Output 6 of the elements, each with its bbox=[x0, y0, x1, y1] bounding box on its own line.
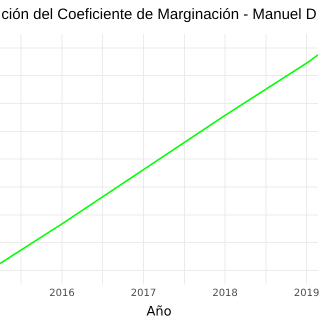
x-axis-title: Año bbox=[146, 304, 172, 320]
x-tick-label: 2019 bbox=[294, 288, 320, 299]
chart-title: ción del Coeficiente de Marginación - Manuel D bbox=[1, 6, 317, 24]
x-tick-label: 2018 bbox=[212, 288, 238, 299]
x-tick-label: 2017 bbox=[130, 288, 156, 299]
x-tick-label: 2016 bbox=[49, 288, 75, 299]
